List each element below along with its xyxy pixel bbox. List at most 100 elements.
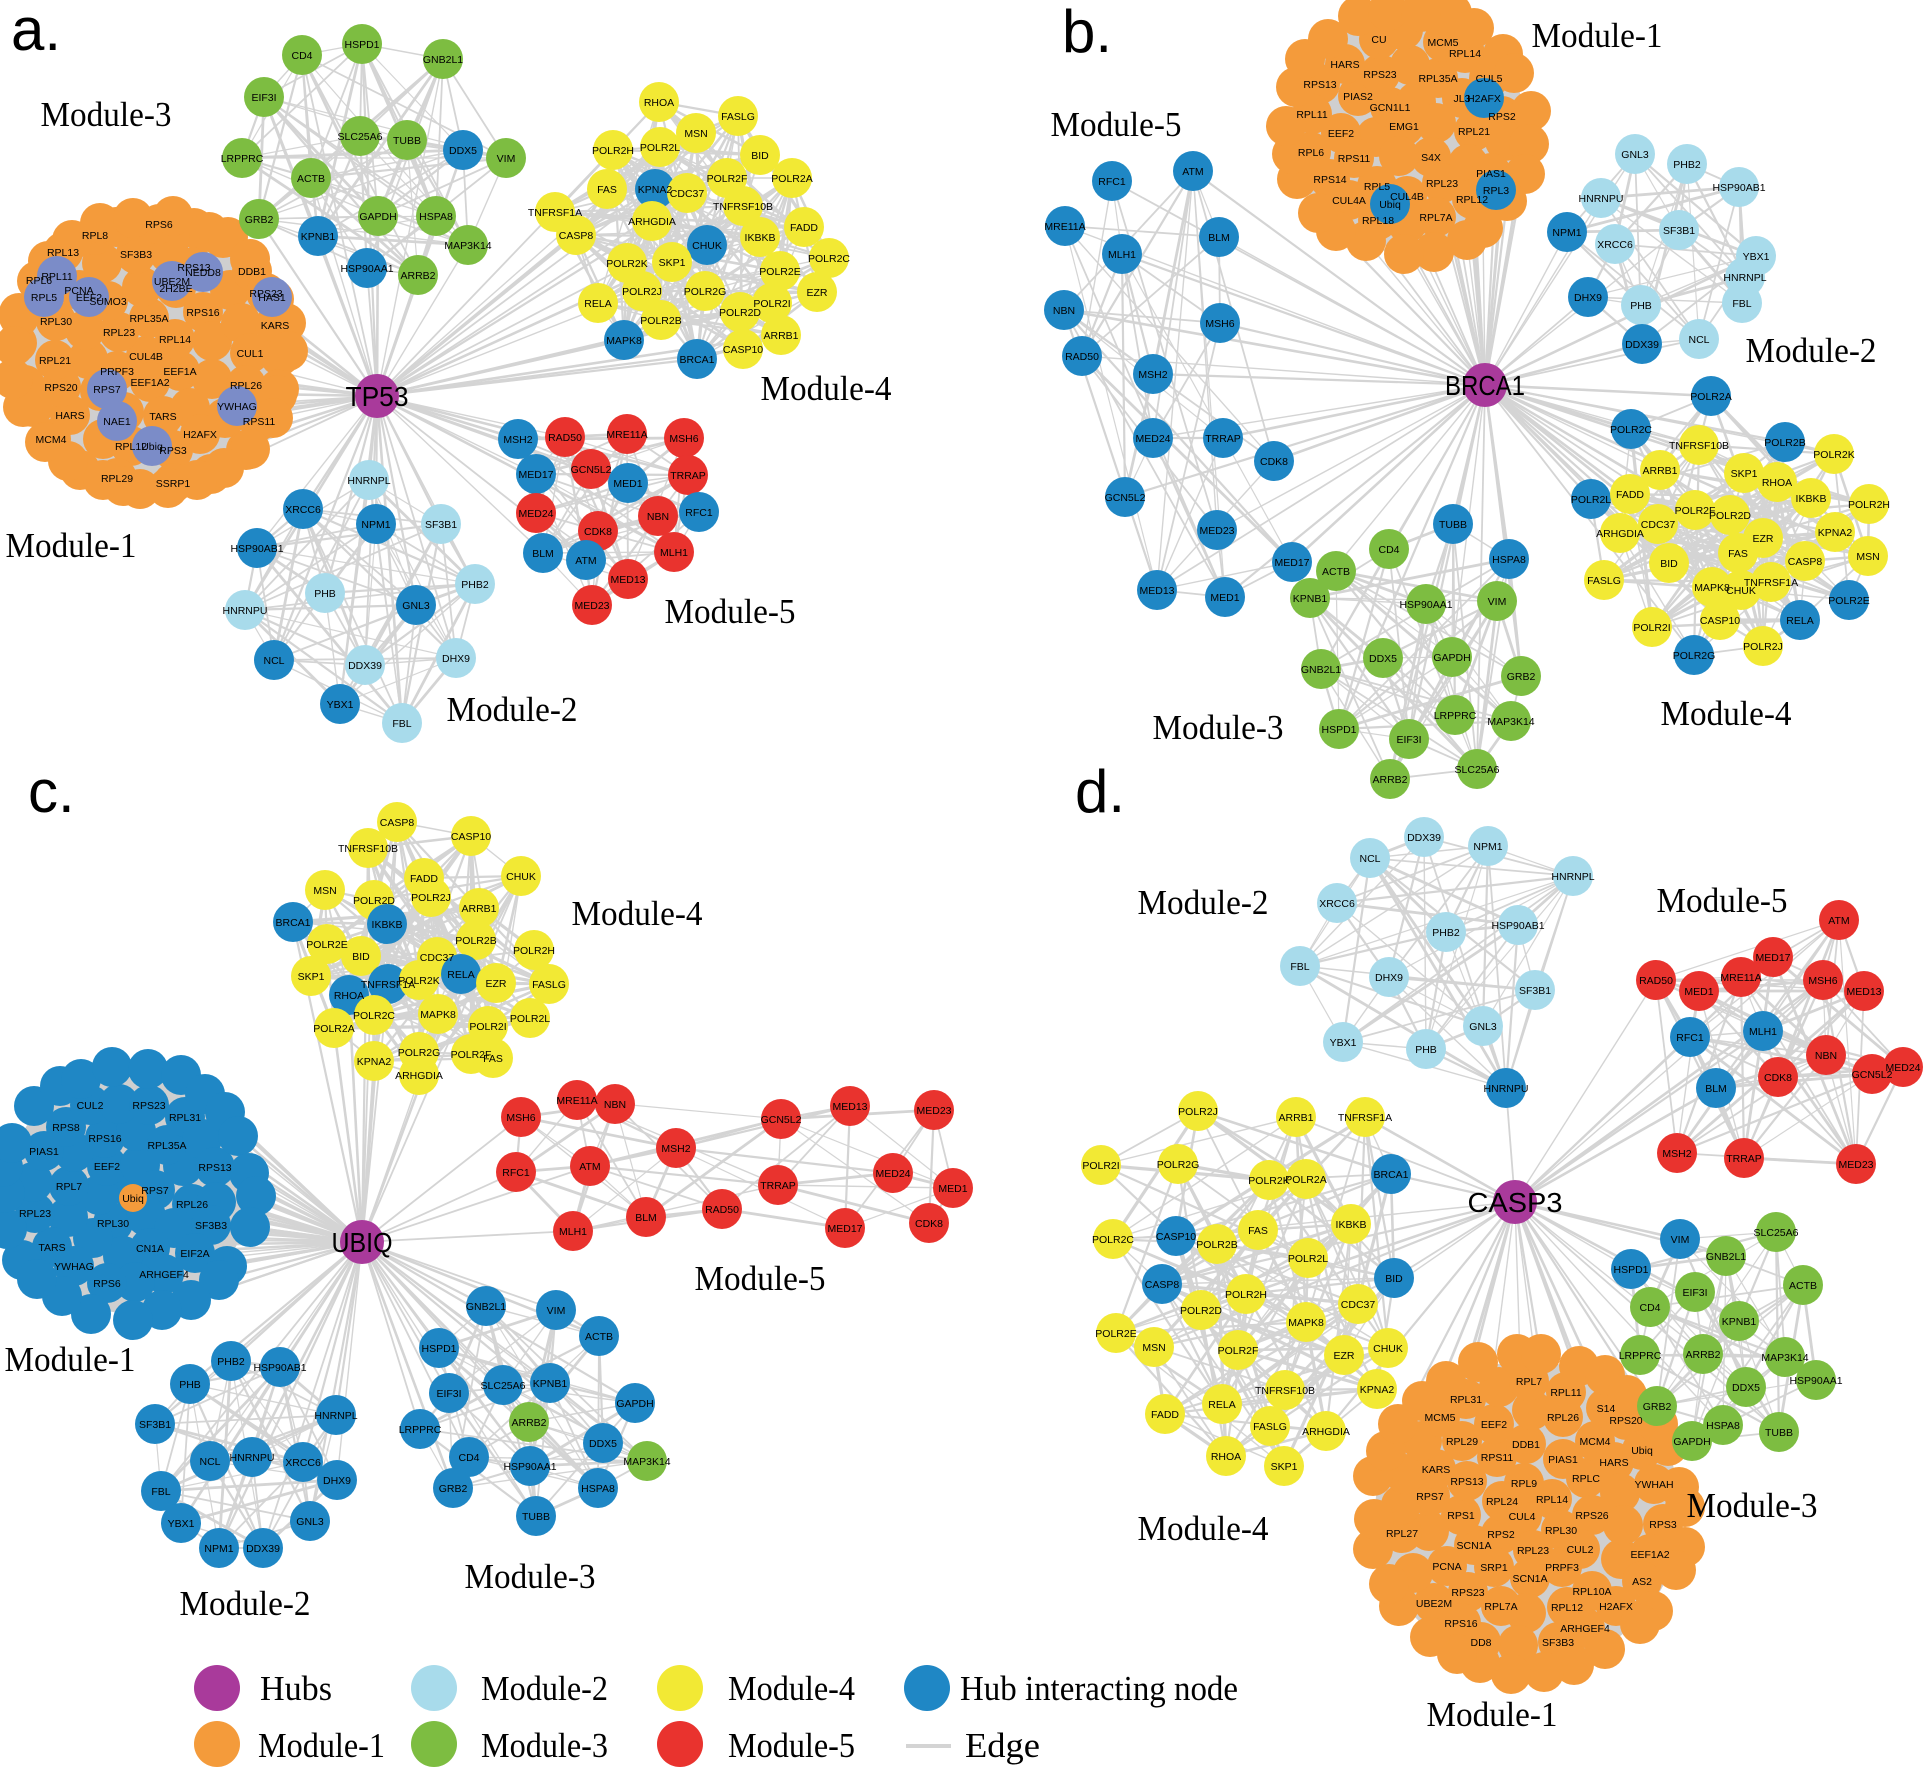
svg-text:CUL4B: CUL4B (129, 351, 163, 363)
svg-text:CHUK: CHUK (1726, 585, 1756, 597)
svg-text:ARRB1: ARRB1 (461, 903, 496, 915)
svg-text:NBN: NBN (647, 511, 669, 523)
svg-text:KARS: KARS (261, 320, 290, 332)
svg-text:RPL5: RPL5 (31, 292, 57, 304)
svg-text:RFC1: RFC1 (685, 507, 713, 519)
svg-text:MED1: MED1 (1210, 592, 1239, 604)
svg-text:HSPD1: HSPD1 (1321, 724, 1356, 736)
svg-text:RPL3: RPL3 (1483, 185, 1509, 197)
svg-text:Hubs: Hubs (260, 1669, 332, 1708)
svg-text:a.: a. (11, 0, 61, 63)
svg-text:HSP90AA1: HSP90AA1 (1399, 599, 1452, 611)
svg-text:FBL: FBL (1732, 298, 1751, 310)
svg-text:ARRB1: ARRB1 (1278, 1112, 1313, 1124)
svg-text:RPL23: RPL23 (1517, 1545, 1549, 1557)
svg-text:MRE11A: MRE11A (1720, 972, 1761, 984)
svg-text:SLC25A6: SLC25A6 (1754, 1227, 1799, 1239)
svg-text:RHOA: RHOA (1211, 1451, 1241, 1463)
svg-text:TRRAP: TRRAP (760, 1180, 796, 1192)
svg-text:NAE1: NAE1 (103, 416, 131, 428)
svg-text:EIF3I: EIF3I (251, 92, 276, 104)
svg-text:GRB2: GRB2 (245, 214, 274, 226)
svg-text:RPL9: RPL9 (1511, 1478, 1537, 1490)
svg-text:RPS11: RPS11 (1338, 153, 1371, 165)
svg-text:RFC1: RFC1 (1098, 176, 1126, 188)
svg-text:RPL14: RPL14 (159, 334, 191, 346)
svg-text:POLR2H: POLR2H (513, 945, 555, 957)
svg-text:GCN5L2: GCN5L2 (1105, 492, 1146, 504)
svg-text:RPL10A: RPL10A (1572, 1586, 1611, 1598)
svg-text:SLC25A6: SLC25A6 (481, 1380, 526, 1392)
svg-text:RHOA: RHOA (644, 97, 674, 109)
svg-text:POLR2F: POLR2F (1675, 505, 1716, 517)
svg-text:RPS6: RPS6 (145, 219, 173, 231)
svg-text:POLR2L: POLR2L (510, 1013, 550, 1025)
svg-text:YBX1: YBX1 (1743, 251, 1770, 263)
svg-text:RPS7: RPS7 (93, 384, 121, 396)
svg-text:CUL4B: CUL4B (1390, 191, 1424, 203)
svg-text:POLR2H: POLR2H (592, 145, 634, 157)
svg-text:H2AFX: H2AFX (1467, 93, 1501, 105)
svg-text:POLR2D: POLR2D (1180, 1305, 1222, 1317)
svg-text:RPL30: RPL30 (40, 316, 72, 328)
svg-text:HSP90AB1: HSP90AB1 (253, 1362, 306, 1374)
svg-text:CDC37: CDC37 (670, 188, 705, 200)
svg-text:Module-5: Module-5 (728, 1726, 855, 1765)
svg-text:LRPPRC: LRPPRC (1619, 1350, 1662, 1362)
svg-text:Module-2: Module-2 (481, 1669, 608, 1708)
svg-text:EEF2: EEF2 (1328, 128, 1354, 140)
svg-text:PHB: PHB (179, 1379, 201, 1391)
svg-text:FBL: FBL (151, 1486, 170, 1498)
svg-text:NPM1: NPM1 (204, 1543, 233, 1555)
svg-text:RPS23: RPS23 (1451, 1587, 1484, 1599)
svg-text:EEF2: EEF2 (76, 292, 102, 304)
svg-text:GRB2: GRB2 (1643, 1401, 1672, 1413)
svg-text:MSH6: MSH6 (506, 1112, 535, 1124)
svg-text:RPL27: RPL27 (1386, 1528, 1418, 1540)
svg-text:MSH6: MSH6 (669, 433, 698, 445)
svg-text:KPNB1: KPNB1 (1722, 1316, 1757, 1328)
svg-text:XRCC6: XRCC6 (285, 504, 321, 516)
svg-text:RELA: RELA (1208, 1399, 1235, 1411)
svg-text:DDX5: DDX5 (589, 1438, 617, 1450)
svg-text:RPL21: RPL21 (1458, 126, 1490, 138)
svg-text:NCL: NCL (1359, 853, 1380, 865)
svg-text:KPNA2: KPNA2 (357, 1056, 392, 1068)
svg-text:DD8: DD8 (1470, 1637, 1491, 1649)
svg-text:TNFRSF1A: TNFRSF1A (1338, 1112, 1392, 1124)
svg-text:MED13: MED13 (832, 1101, 867, 1113)
svg-text:POLR2I: POLR2I (469, 1021, 506, 1033)
svg-text:PIAS1: PIAS1 (1548, 1454, 1578, 1466)
svg-text:POLR2L: POLR2L (1288, 1253, 1328, 1265)
svg-text:SF3B3: SF3B3 (1542, 1637, 1574, 1649)
svg-text:Module-5: Module-5 (1051, 105, 1182, 144)
svg-text:TNFRSF10B: TNFRSF10B (1669, 440, 1729, 452)
svg-text:SF3B3: SF3B3 (195, 1220, 227, 1232)
svg-text:SUMO3: SUMO3 (89, 296, 127, 308)
svg-text:CDC37: CDC37 (420, 952, 455, 964)
svg-text:FADD: FADD (410, 873, 438, 885)
svg-text:MED13: MED13 (610, 574, 645, 586)
svg-text:ARRB2: ARRB2 (1685, 1349, 1720, 1361)
svg-text:FASLG: FASLG (532, 979, 566, 991)
svg-text:MAPK8: MAPK8 (606, 335, 642, 347)
svg-text:Module-2: Module-2 (1746, 331, 1877, 370)
svg-text:FAS: FAS (1248, 1225, 1268, 1237)
svg-text:DDX39: DDX39 (1407, 832, 1441, 844)
svg-text:MAP3K14: MAP3K14 (1487, 716, 1534, 728)
svg-text:SCN1A: SCN1A (1512, 1573, 1547, 1585)
svg-text:MED24: MED24 (1885, 1062, 1920, 1074)
svg-text:DDX5: DDX5 (1732, 1382, 1760, 1394)
svg-text:Module-3: Module-3 (481, 1726, 608, 1765)
svg-text:RPS6: RPS6 (93, 1278, 121, 1290)
svg-text:ARHGEF4: ARHGEF4 (139, 1269, 189, 1281)
svg-text:HSP90AB1: HSP90AB1 (230, 543, 283, 555)
svg-text:SLC25A6: SLC25A6 (1455, 764, 1500, 776)
svg-text:POLR2F: POLR2F (707, 173, 748, 185)
svg-text:ARRB1: ARRB1 (1642, 465, 1677, 477)
svg-text:TUBB: TUBB (1765, 1427, 1793, 1439)
svg-text:BRCA1: BRCA1 (679, 354, 714, 366)
svg-text:XRCC6: XRCC6 (1319, 898, 1355, 910)
svg-text:GNB2L1: GNB2L1 (423, 54, 463, 66)
svg-text:POLR2C: POLR2C (808, 253, 850, 265)
